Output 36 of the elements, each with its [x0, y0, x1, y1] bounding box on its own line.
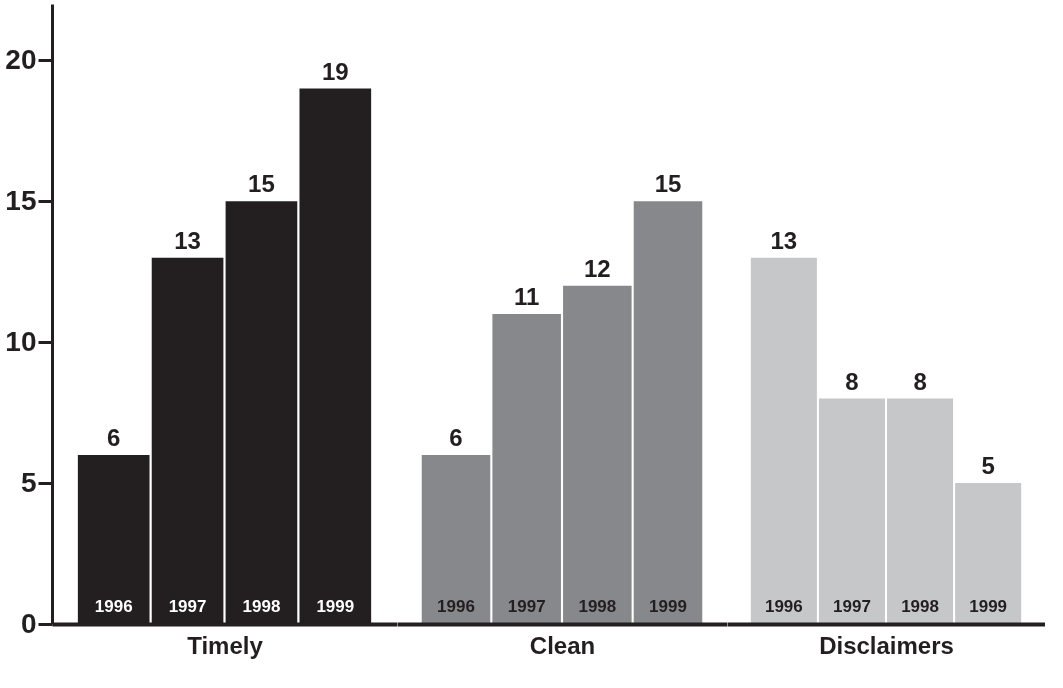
y-tick-label: 0 — [20, 607, 37, 639]
bar — [421, 454, 491, 624]
x-tick-label: 1999 — [969, 596, 1008, 616]
x-tick-label: 1996 — [94, 596, 133, 616]
x-tick-label: 1998 — [578, 596, 617, 616]
data-label: 5 — [981, 452, 995, 480]
y-tick-label: 5 — [20, 466, 37, 498]
data-label: 13 — [174, 226, 201, 254]
data-label: 8 — [913, 367, 927, 395]
data-label: 8 — [845, 367, 859, 395]
data-label: 6 — [107, 423, 121, 451]
data-label: 19 — [321, 57, 349, 85]
x-tick-label: 1999 — [316, 596, 355, 616]
bar — [563, 285, 632, 624]
y-tick-label: 20 — [5, 43, 37, 75]
x-tick-label: 1997 — [507, 596, 546, 616]
bar — [633, 201, 703, 624]
x-tick-label: 1998 — [242, 596, 281, 616]
data-label: 15 — [248, 170, 275, 198]
y-tick-label: 15 — [5, 184, 37, 216]
y-tick-label: 10 — [5, 325, 37, 357]
data-label: 13 — [770, 226, 798, 254]
x-tick-label: 1998 — [901, 596, 939, 616]
x-tick-label: 1999 — [649, 596, 687, 616]
x-tick-label: 1996 — [437, 596, 475, 616]
x-axis-title: Disclaimers — [819, 631, 954, 659]
x-tick-label: 1996 — [764, 596, 803, 616]
data-label: 12 — [583, 254, 611, 282]
x-tick-label: 1997 — [833, 596, 871, 616]
data-label: 15 — [654, 170, 682, 198]
data-label: 11 — [513, 283, 540, 310]
x-axis-title: Clean — [529, 631, 596, 659]
bar — [492, 314, 561, 624]
x-tick-label: 1997 — [168, 596, 207, 616]
x-axis-title: Timely — [187, 631, 264, 659]
data-label: 6 — [449, 423, 463, 451]
